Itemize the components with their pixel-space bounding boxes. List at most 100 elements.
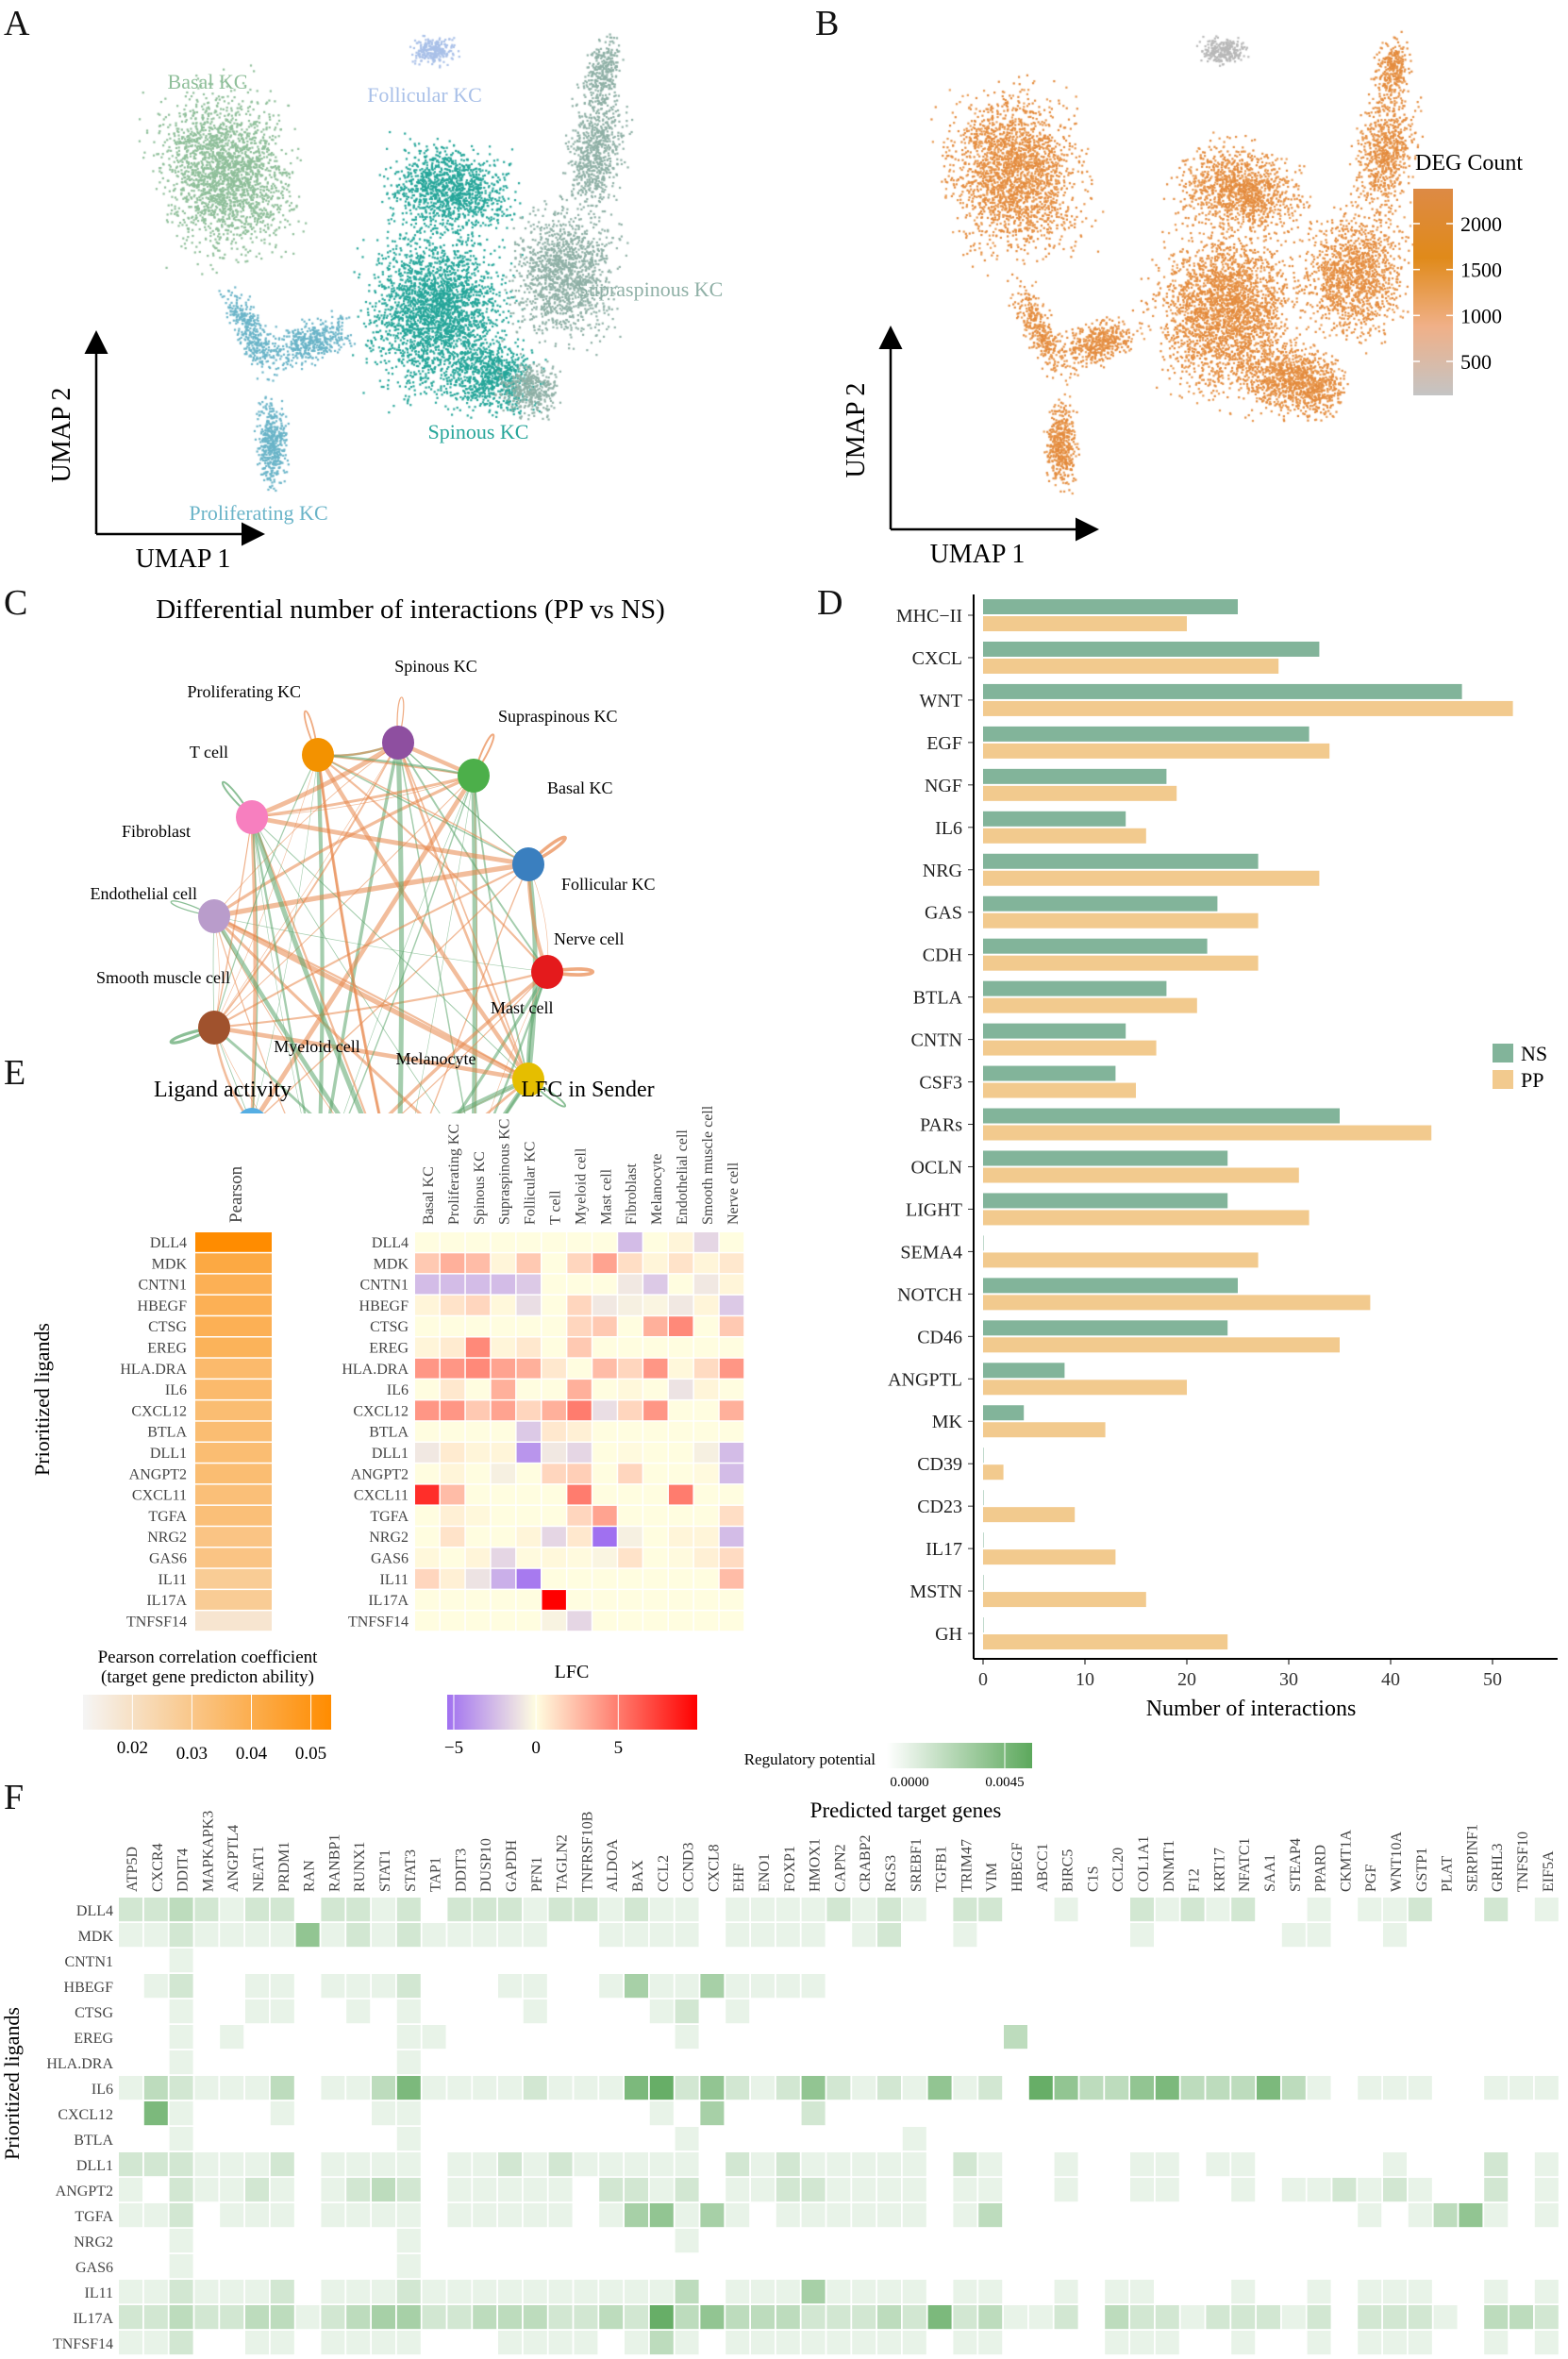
target-gene-label: SERPINF1: [1464, 1824, 1480, 1892]
pearson-cell: [195, 1253, 272, 1274]
regulatory-cell: [649, 2101, 674, 2126]
pearson-colorbar: [83, 1695, 331, 1730]
regulatory-cell: [270, 1974, 294, 1999]
regulatory-cell: [574, 1898, 598, 1922]
lfc-cell: [719, 1380, 744, 1399]
x-tick-label: 10: [1076, 1669, 1094, 1690]
regulatory-cell: [220, 2178, 244, 2202]
lfc-cell: [440, 1358, 465, 1379]
regulatory-cell: [321, 2152, 345, 2177]
regulatory-cell: [321, 2280, 345, 2304]
regulatory-cell: [1534, 2305, 1559, 2330]
lfc-cell: [618, 1484, 642, 1505]
network-edge: [250, 816, 367, 1113]
network-edge: [213, 1026, 312, 1113]
regulatory-cell: [852, 2076, 876, 2100]
lfc-column-label: Mast cell: [598, 1168, 614, 1225]
lfc-cell: [592, 1590, 617, 1610]
regulatory-cell: [498, 2203, 522, 2228]
regulatory-cell: [372, 1923, 395, 1948]
regulatory-cell: [422, 2305, 446, 2330]
ligand-row-label: EREG: [74, 2031, 113, 2047]
bar-category-label: IL6: [935, 818, 962, 839]
network-edge: [429, 863, 529, 1113]
lfc-row-label: TNFSF14: [348, 1614, 409, 1630]
lfc-cell: [440, 1380, 465, 1399]
network-self-loop: [473, 733, 495, 777]
regulatory-cell: [953, 2305, 977, 2330]
lfc-row-label: CXCL12: [353, 1403, 409, 1419]
lfc-cell: [491, 1316, 516, 1336]
lfc-cell: [542, 1337, 566, 1358]
lfc-cell: [643, 1253, 668, 1274]
regulatory-cell: [751, 2280, 775, 2304]
lfc-cell: [669, 1611, 693, 1631]
pearson-cell: [195, 1548, 272, 1568]
lfc-cell: [592, 1443, 617, 1463]
pearson-cell: [195, 1464, 272, 1484]
regulatory-cell: [826, 2331, 851, 2355]
regulatory-cell: [1281, 2178, 1306, 2202]
regulatory-cell: [346, 1999, 371, 2024]
regulatory-cell: [700, 2076, 725, 2100]
lfc-cell: [669, 1527, 693, 1547]
lfc-row-label: GAS6: [371, 1551, 409, 1567]
regulatory-cell: [1383, 2280, 1407, 2304]
colorbar-tick-label: 2000: [1460, 212, 1502, 236]
target-gene-label: FOXP1: [782, 1846, 798, 1892]
regulatory-cell: [599, 2152, 624, 2177]
cluster-label: Proliferating KC: [189, 501, 327, 525]
bar-ns: [983, 768, 1167, 784]
bar-category-label: GAS: [925, 903, 962, 924]
lfc-cell: [618, 1295, 642, 1315]
regulatory-cell: [700, 1974, 725, 1999]
pearson-legend-subtitle: (target gene predicton ability): [101, 1667, 314, 1687]
pearson-cell: [195, 1484, 272, 1505]
regulatory-cell: [726, 2331, 750, 2355]
regulatory-cell: [1130, 2331, 1154, 2355]
regulatory-cell: [877, 2152, 901, 2177]
lfc-cell: [516, 1590, 541, 1610]
lfc-cell: [491, 1295, 516, 1315]
regulatory-cell: [751, 1923, 775, 1948]
regulatory-cell: [801, 2101, 826, 2126]
deg-colorbar: [1413, 189, 1453, 395]
regulatory-cell: [447, 2203, 472, 2228]
lfc-cell: [415, 1400, 440, 1421]
regulatory-cell: [953, 2076, 977, 2100]
regulatory-cell: [877, 2076, 901, 2100]
lfc-cell: [440, 1505, 465, 1526]
network-edge: [485, 1078, 529, 1113]
regulatory-cell: [1307, 1898, 1331, 1922]
lfc-cell: [415, 1590, 440, 1610]
target-gene-label: KRT17: [1211, 1848, 1227, 1892]
lfc-cell: [491, 1590, 516, 1610]
pearson-cell: [195, 1400, 272, 1421]
regulatory-cell: [649, 2152, 674, 2177]
bar-category-label: MSTN: [909, 1581, 962, 1602]
regulatory-cell: [1534, 2203, 1559, 2228]
regulatory-cell: [245, 1999, 269, 2024]
target-gene-label: CRABP2: [858, 1835, 874, 1892]
pearson-cell: [195, 1568, 272, 1589]
regulatory-cell: [346, 2076, 371, 2100]
panel-label-f: F: [4, 1778, 25, 1817]
lfc-cell: [491, 1400, 516, 1421]
f-title: Predicted target genes: [810, 1799, 1002, 1822]
regulatory-cell: [523, 2305, 547, 2330]
lfc-cell: [618, 1527, 642, 1547]
network-edge: [473, 775, 477, 1113]
regulatory-cell: [220, 2025, 244, 2049]
regulatory-cell: [194, 2280, 219, 2304]
regulatory-cell: [523, 1898, 547, 1922]
lfc-cell: [516, 1316, 541, 1336]
lfc-row-label: CXCL11: [354, 1488, 409, 1504]
pearson-cell: [195, 1295, 272, 1315]
network-node-label: Smooth muscle cell: [96, 968, 230, 987]
lfc-cell: [669, 1337, 693, 1358]
ligand-row-label: IL6: [92, 2082, 113, 2098]
regulatory-cell: [346, 2280, 371, 2304]
regulatory-cell: [523, 2076, 547, 2100]
regulatory-cell: [1281, 2076, 1306, 2100]
lfc-row-label: BTLA: [369, 1425, 409, 1441]
